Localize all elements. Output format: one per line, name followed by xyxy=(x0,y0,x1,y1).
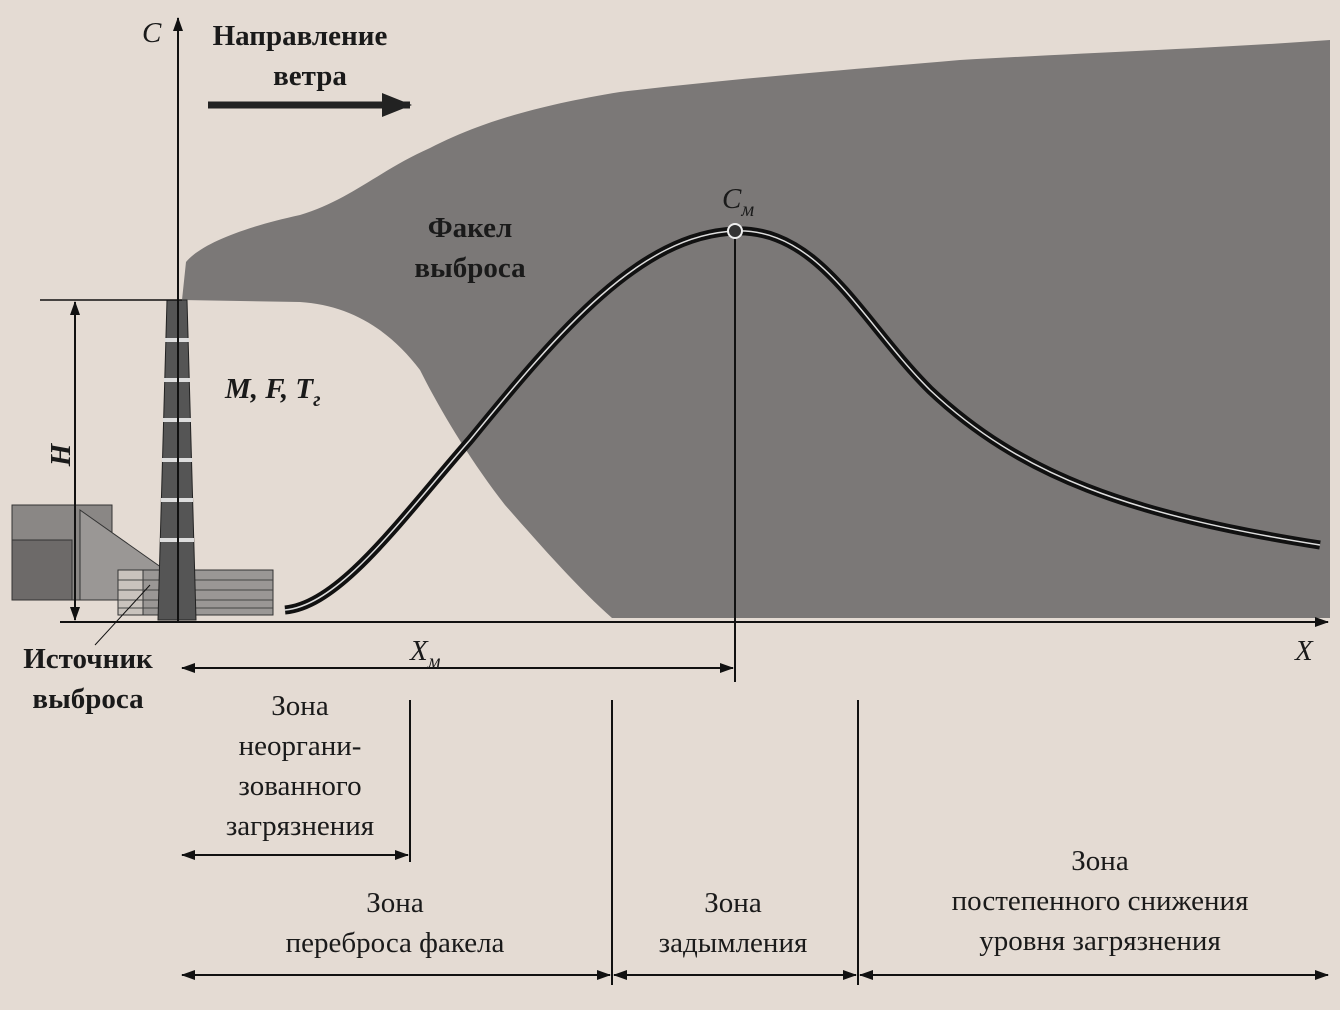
distance-label: Xм xyxy=(409,635,441,673)
plume-label: выброса xyxy=(414,252,526,284)
symbol: X xyxy=(409,635,429,667)
subscript: м xyxy=(427,651,441,673)
source-pointer xyxy=(94,584,151,646)
zone-label: неоргани- xyxy=(239,730,362,762)
zone-label: зованного xyxy=(238,770,361,802)
zones: Зона неоргани-зованного загрязнения Зона пер… xyxy=(226,690,1249,959)
parameters: M, F, T xyxy=(224,373,314,405)
zone-label: Зона xyxy=(1071,845,1129,877)
zone-label: задымления xyxy=(659,927,808,959)
zone-label: Зона xyxy=(366,887,424,919)
source-label: Источник xyxy=(23,643,153,675)
parameters-label: M, F, Tг xyxy=(224,373,321,411)
height-label: H xyxy=(45,442,77,467)
zone-label: Зона xyxy=(271,690,329,722)
zone-label: Зона xyxy=(704,887,762,919)
zone-label: уровня загрязнения xyxy=(979,925,1221,957)
x-axis-label: X xyxy=(1294,635,1314,667)
max-point xyxy=(727,223,743,239)
wind-label: Направление xyxy=(213,20,388,52)
subscript: м xyxy=(740,199,754,221)
source-label: выброса xyxy=(32,683,144,715)
wind-label: ветра xyxy=(273,60,347,92)
plume xyxy=(182,40,1330,618)
zone-label: загрязнения xyxy=(226,810,374,842)
max-point-label: Cм xyxy=(722,183,754,221)
subscript: г xyxy=(313,389,320,411)
y-axis-label: C xyxy=(142,17,162,49)
symbol: C xyxy=(722,183,742,215)
zone-label: переброса факела xyxy=(286,927,505,959)
zone-label: постепенного снижения xyxy=(952,885,1249,917)
factory xyxy=(11,299,274,621)
plume-label: Факел xyxy=(428,212,513,244)
